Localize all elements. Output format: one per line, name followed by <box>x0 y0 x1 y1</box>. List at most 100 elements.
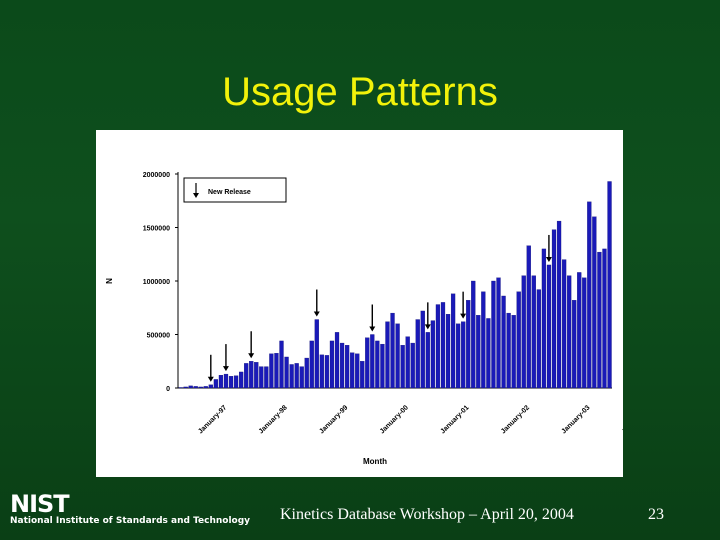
footer-text: Kinetics Database Workshop – April 20, 2… <box>280 506 574 523</box>
slide-title: Usage Patterns <box>222 70 498 114</box>
x-tick-label: January-99 <box>318 404 349 435</box>
bar <box>274 353 279 389</box>
bar <box>425 332 430 389</box>
bar <box>228 376 234 389</box>
bar <box>334 332 340 389</box>
bar <box>476 315 481 389</box>
y-tick-label: 0 <box>166 386 170 393</box>
bar <box>289 364 294 389</box>
x-tick-label: January-01 <box>439 404 470 435</box>
release-arrow-head <box>545 256 552 262</box>
bar <box>592 216 597 389</box>
bar <box>198 386 203 389</box>
nist-organization-name: National Institute of Standards and Tech… <box>10 516 251 526</box>
x-tick-label: January-04 <box>621 404 623 435</box>
bar <box>380 343 385 389</box>
bar <box>607 181 612 389</box>
bar <box>259 366 264 389</box>
bar <box>350 352 355 389</box>
bar <box>324 355 330 389</box>
bar <box>233 375 239 389</box>
bar <box>254 362 259 389</box>
bar <box>284 356 289 389</box>
x-tick-label: January-02 <box>500 404 531 435</box>
bar <box>491 280 496 389</box>
bar <box>572 300 577 389</box>
bar <box>264 366 269 389</box>
bar <box>339 342 345 389</box>
bar <box>516 291 521 389</box>
bar <box>360 361 365 389</box>
usage-bar-chart: 0 500000 1000000 1500000 2000000 N New Release… <box>105 172 623 466</box>
bar <box>385 321 390 389</box>
x-axis-label: Month <box>363 457 387 466</box>
bar <box>597 251 602 389</box>
release-arrow-head <box>424 324 431 330</box>
bar <box>481 291 486 389</box>
y-axis-label: N <box>105 278 114 284</box>
usage-chart: 0 500000 1000000 1500000 2000000 N New Release… <box>96 130 623 477</box>
bar <box>400 345 405 389</box>
bar <box>456 323 461 389</box>
release-arrow-head <box>222 366 229 372</box>
bar <box>471 280 476 389</box>
legend-label: New Release <box>208 189 251 196</box>
bar <box>587 201 592 389</box>
legend-arrow-head <box>193 193 199 198</box>
x-tick-label: January-03 <box>561 404 592 435</box>
bar <box>365 337 370 389</box>
bar <box>496 277 501 389</box>
bar <box>375 340 380 389</box>
bar <box>567 275 572 389</box>
bar <box>193 386 198 389</box>
bar <box>466 300 471 389</box>
bar <box>390 312 395 389</box>
bar <box>440 302 446 389</box>
bar <box>486 318 491 389</box>
x-tick-label: January-97 <box>197 404 228 435</box>
y-tick-label: 2000000 <box>143 172 170 179</box>
release-arrow-head <box>313 311 320 317</box>
bar <box>430 320 436 389</box>
release-arrow-head <box>207 376 214 382</box>
bar <box>218 375 224 389</box>
bar <box>314 319 319 389</box>
bar <box>244 363 249 389</box>
bar <box>511 315 516 389</box>
x-tick-label: January-98 <box>258 404 289 435</box>
bar <box>304 357 309 389</box>
x-tick-label: January-00 <box>379 404 410 435</box>
bar <box>461 321 466 389</box>
bar <box>294 363 299 389</box>
bar <box>309 340 314 389</box>
bar <box>249 361 254 389</box>
bar <box>208 384 213 389</box>
bar <box>269 353 274 389</box>
bar <box>521 275 526 389</box>
bar <box>344 345 350 389</box>
bar <box>602 248 607 389</box>
bar <box>223 373 229 389</box>
bar <box>546 264 552 389</box>
bar <box>213 379 219 389</box>
bar <box>410 342 415 389</box>
y-tick-label: 500000 <box>147 333 170 340</box>
bar <box>319 354 324 389</box>
bar <box>435 304 441 389</box>
y-tick-label: 1000000 <box>143 279 170 286</box>
bar <box>188 385 193 389</box>
bar <box>370 334 375 389</box>
bar <box>279 340 284 389</box>
release-arrow-head <box>248 353 255 359</box>
bar <box>299 366 304 389</box>
bar <box>536 289 541 389</box>
bar <box>531 275 536 389</box>
bar <box>420 310 425 389</box>
bar <box>450 293 456 389</box>
bar <box>445 314 451 389</box>
page-number: 23 <box>648 506 664 523</box>
bar <box>178 387 183 389</box>
y-tick-label: 1500000 <box>143 226 170 233</box>
release-arrow-head <box>460 313 467 319</box>
release-arrow-head <box>369 326 376 332</box>
